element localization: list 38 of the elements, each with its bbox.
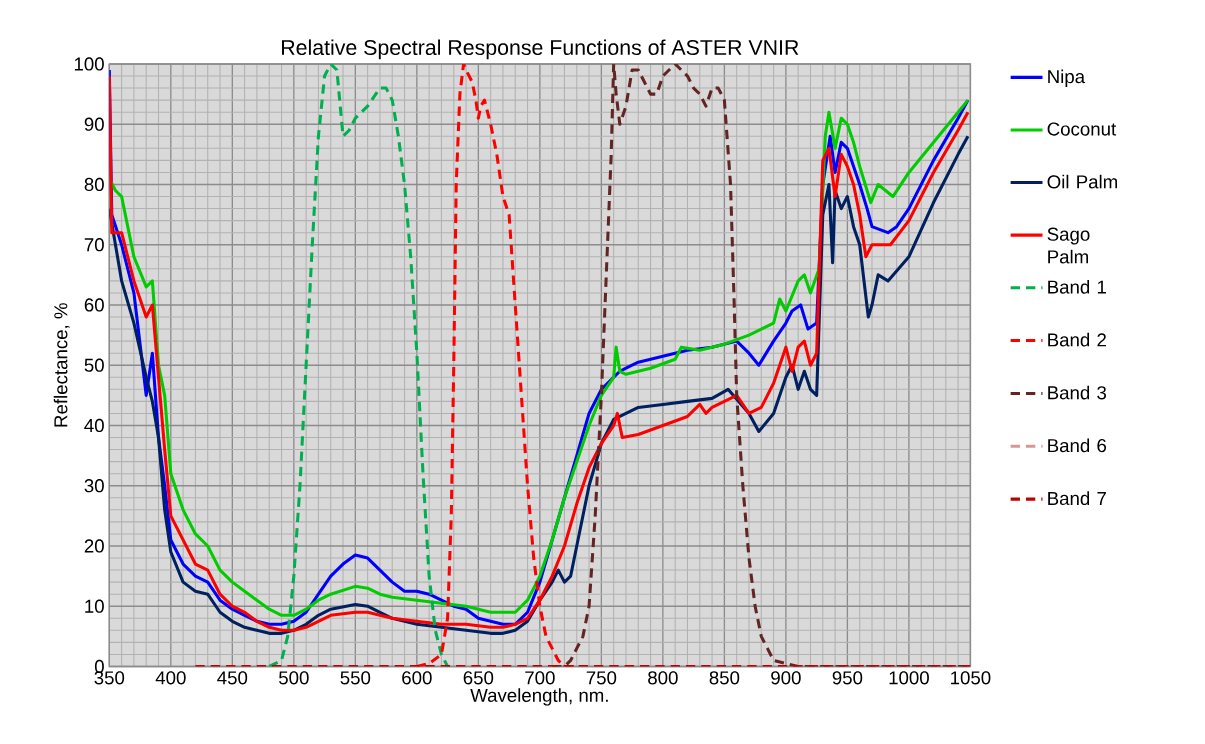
y-tick-label: 40 xyxy=(84,418,104,433)
x-tick-label: 600 xyxy=(402,671,432,685)
x-tick-label: 550 xyxy=(340,671,371,685)
y-tick-label: 60 xyxy=(84,298,104,312)
y-tick-label: 100 xyxy=(74,57,104,71)
y-tick-label: 80 xyxy=(84,177,104,192)
x-tick-label: 900 xyxy=(771,671,801,685)
chart-title: Relative Spectral Response Functions of ASTER VNIR xyxy=(282,39,799,60)
x-tick-label: 850 xyxy=(709,671,740,685)
y-tick-label: 70 xyxy=(84,238,104,252)
y-tick-label: 50 xyxy=(84,358,104,372)
legend-label: Oil Palm xyxy=(1047,174,1117,189)
y-tick-label: 20 xyxy=(84,539,104,553)
y-tick-label: 10 xyxy=(85,599,104,613)
x-tick-label: 450 xyxy=(217,671,248,685)
x-tick-label: 800 xyxy=(648,671,678,685)
legend-label: Band 2 xyxy=(1048,332,1106,347)
x-tick-label: 950 xyxy=(832,671,863,685)
x-axis-title: Wavelength, nm. xyxy=(470,688,608,706)
x-tick-label: 1050 xyxy=(951,671,991,685)
x-tick-label: 1000 xyxy=(889,671,929,685)
x-tick-label: 650 xyxy=(463,671,494,685)
legend-label: Band 1 xyxy=(1048,280,1106,294)
y-tick-label: 30 xyxy=(84,479,104,493)
y-tick-label: 0 xyxy=(94,659,104,674)
legend-label: Band 6 xyxy=(1048,438,1107,453)
x-tick-label: 700 xyxy=(525,671,555,685)
x-tick-label: 350 xyxy=(94,671,125,685)
x-tick-label: 400 xyxy=(155,671,186,685)
legend-label: Band 7 xyxy=(1048,491,1106,506)
legend-label: Band 3 xyxy=(1048,385,1107,400)
legend-label: Coconut xyxy=(1047,122,1117,136)
x-tick-label: 500 xyxy=(279,671,309,685)
legend-label: Nipa xyxy=(1048,69,1086,88)
y-axis-title: Reflectance, % xyxy=(53,303,70,427)
legend-label: Sago Palm xyxy=(1047,227,1090,264)
x-tick-label: 750 xyxy=(586,671,617,685)
y-tick-label: 90 xyxy=(84,117,104,131)
